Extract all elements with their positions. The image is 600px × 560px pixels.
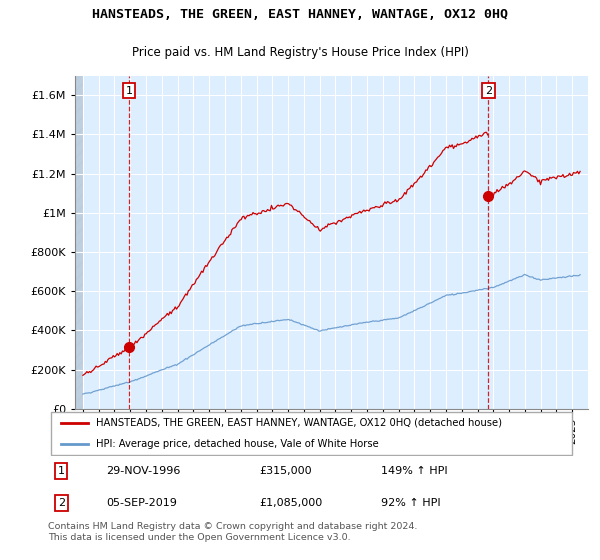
Text: Price paid vs. HM Land Registry's House Price Index (HPI): Price paid vs. HM Land Registry's House … <box>131 46 469 59</box>
Text: 1: 1 <box>58 466 65 476</box>
Text: 2: 2 <box>58 498 65 508</box>
Text: Contains HM Land Registry data © Crown copyright and database right 2024.
This d: Contains HM Land Registry data © Crown c… <box>48 522 418 542</box>
FancyBboxPatch shape <box>50 412 572 455</box>
Text: HANSTEADS, THE GREEN, EAST HANNEY, WANTAGE, OX12 0HQ (detached house): HANSTEADS, THE GREEN, EAST HANNEY, WANTA… <box>95 418 502 428</box>
Text: HANSTEADS, THE GREEN, EAST HANNEY, WANTAGE, OX12 0HQ: HANSTEADS, THE GREEN, EAST HANNEY, WANTA… <box>92 7 508 21</box>
Text: £315,000: £315,000 <box>259 466 312 476</box>
Text: 29-NOV-1996: 29-NOV-1996 <box>106 466 181 476</box>
Text: HPI: Average price, detached house, Vale of White Horse: HPI: Average price, detached house, Vale… <box>95 439 378 449</box>
Bar <box>75 76 84 409</box>
Text: 1: 1 <box>125 86 133 96</box>
Text: £1,085,000: £1,085,000 <box>259 498 322 508</box>
Text: 149% ↑ HPI: 149% ↑ HPI <box>380 466 447 476</box>
Text: 2: 2 <box>485 86 492 96</box>
Text: 05-SEP-2019: 05-SEP-2019 <box>106 498 177 508</box>
Text: 92% ↑ HPI: 92% ↑ HPI <box>380 498 440 508</box>
